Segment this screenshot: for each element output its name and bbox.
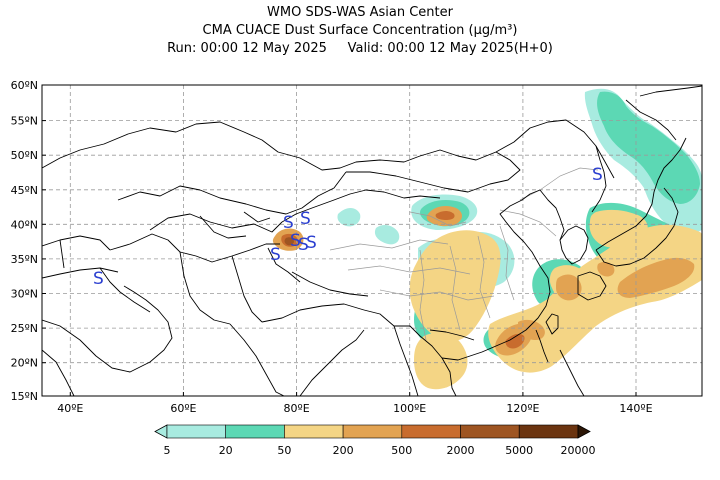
colorbar-label: 200	[333, 444, 354, 457]
title-line-1: WMO SDS-WAS Asian Center	[267, 5, 453, 20]
lon-label: 40ºE	[57, 402, 83, 415]
colorbar-segment	[342, 424, 403, 439]
longitude-labels: 40ºE 60ºE 80ºE 100ºE 120ºE 140ºE	[57, 402, 652, 415]
colorbar-label: 50	[277, 444, 291, 457]
lat-label: 15ºN	[11, 390, 38, 403]
lon-label: 100ºE	[393, 402, 426, 415]
lat-label: 55ºN	[11, 115, 38, 128]
run-time-label: Run: 00:00 12 May 2025	[167, 41, 327, 56]
colorbar-label: 20000	[561, 444, 596, 457]
colorbar-label: 2000	[447, 444, 475, 457]
lat-label: 45ºN	[11, 184, 38, 197]
lat-label: 30ºN	[11, 288, 38, 301]
storm-symbol: S	[306, 233, 317, 253]
storm-symbol: S	[283, 213, 294, 233]
province-boundaries	[329, 167, 599, 341]
colorbar-label: 500	[391, 444, 412, 457]
lon-label: 80ºE	[284, 402, 310, 415]
storm-symbol: S	[298, 235, 309, 255]
latitude-labels: 60ºN 55ºN 50ºN 45ºN 40ºN 35ºN 30ºN 25ºN …	[11, 79, 38, 403]
colorbar: 5 20 50 200 500 2000 5000 20000	[154, 424, 596, 457]
colorbar-label: 5	[164, 444, 171, 457]
storm-symbol: S	[592, 165, 603, 185]
colorbar-segment	[166, 424, 227, 439]
lat-label: 25ºN	[11, 322, 38, 335]
title-line-3: Run: 00:00 12 May 2025 Valid: 00:00 12 M…	[0, 40, 720, 58]
colorbar-segment	[460, 424, 520, 439]
lat-label: 35ºN	[11, 253, 38, 266]
lat-label: 50ºN	[11, 149, 38, 162]
dust-field-level-5	[281, 211, 525, 349]
lat-lon-gridlines	[42, 85, 702, 396]
colorbar-segment	[284, 424, 344, 439]
storm-symbol: S	[300, 209, 311, 229]
dust-field-level-6	[284, 237, 294, 246]
lat-label: 20ºN	[11, 357, 38, 370]
lon-label: 120ºE	[506, 402, 539, 415]
map-content: S S S S S S S S	[42, 85, 702, 396]
lon-label: 60ºE	[170, 402, 196, 415]
title-line-2: CMA CUACE Dust Surface Concentration (μg…	[202, 23, 518, 38]
colorbar-segment	[518, 424, 579, 439]
storm-symbol: S	[93, 269, 104, 289]
colorbar-label: 5000	[505, 444, 533, 457]
colorbar-high-arrow	[577, 424, 591, 439]
storm-symbol: S	[290, 231, 301, 251]
country-borders	[42, 85, 702, 396]
colorbar-label: 20	[219, 444, 233, 457]
lat-label: 40ºN	[11, 218, 38, 231]
lat-label: 60ºN	[11, 79, 38, 92]
colorbar-segment	[401, 424, 461, 439]
colorbar-low-arrow	[154, 424, 168, 439]
chart-titles: WMO SDS-WAS Asian Center CMA CUACE Dust …	[0, 4, 720, 58]
map-frame	[41, 84, 703, 397]
storm-symbols: S S S S S S S S	[93, 165, 603, 289]
axis-ticks	[42, 84, 637, 397]
storm-symbol: S	[270, 245, 281, 265]
lon-label: 140ºE	[619, 402, 652, 415]
valid-time-label: Valid: 00:00 12 May 2025(H+0)	[347, 41, 553, 56]
colorbar-segment	[225, 424, 285, 439]
